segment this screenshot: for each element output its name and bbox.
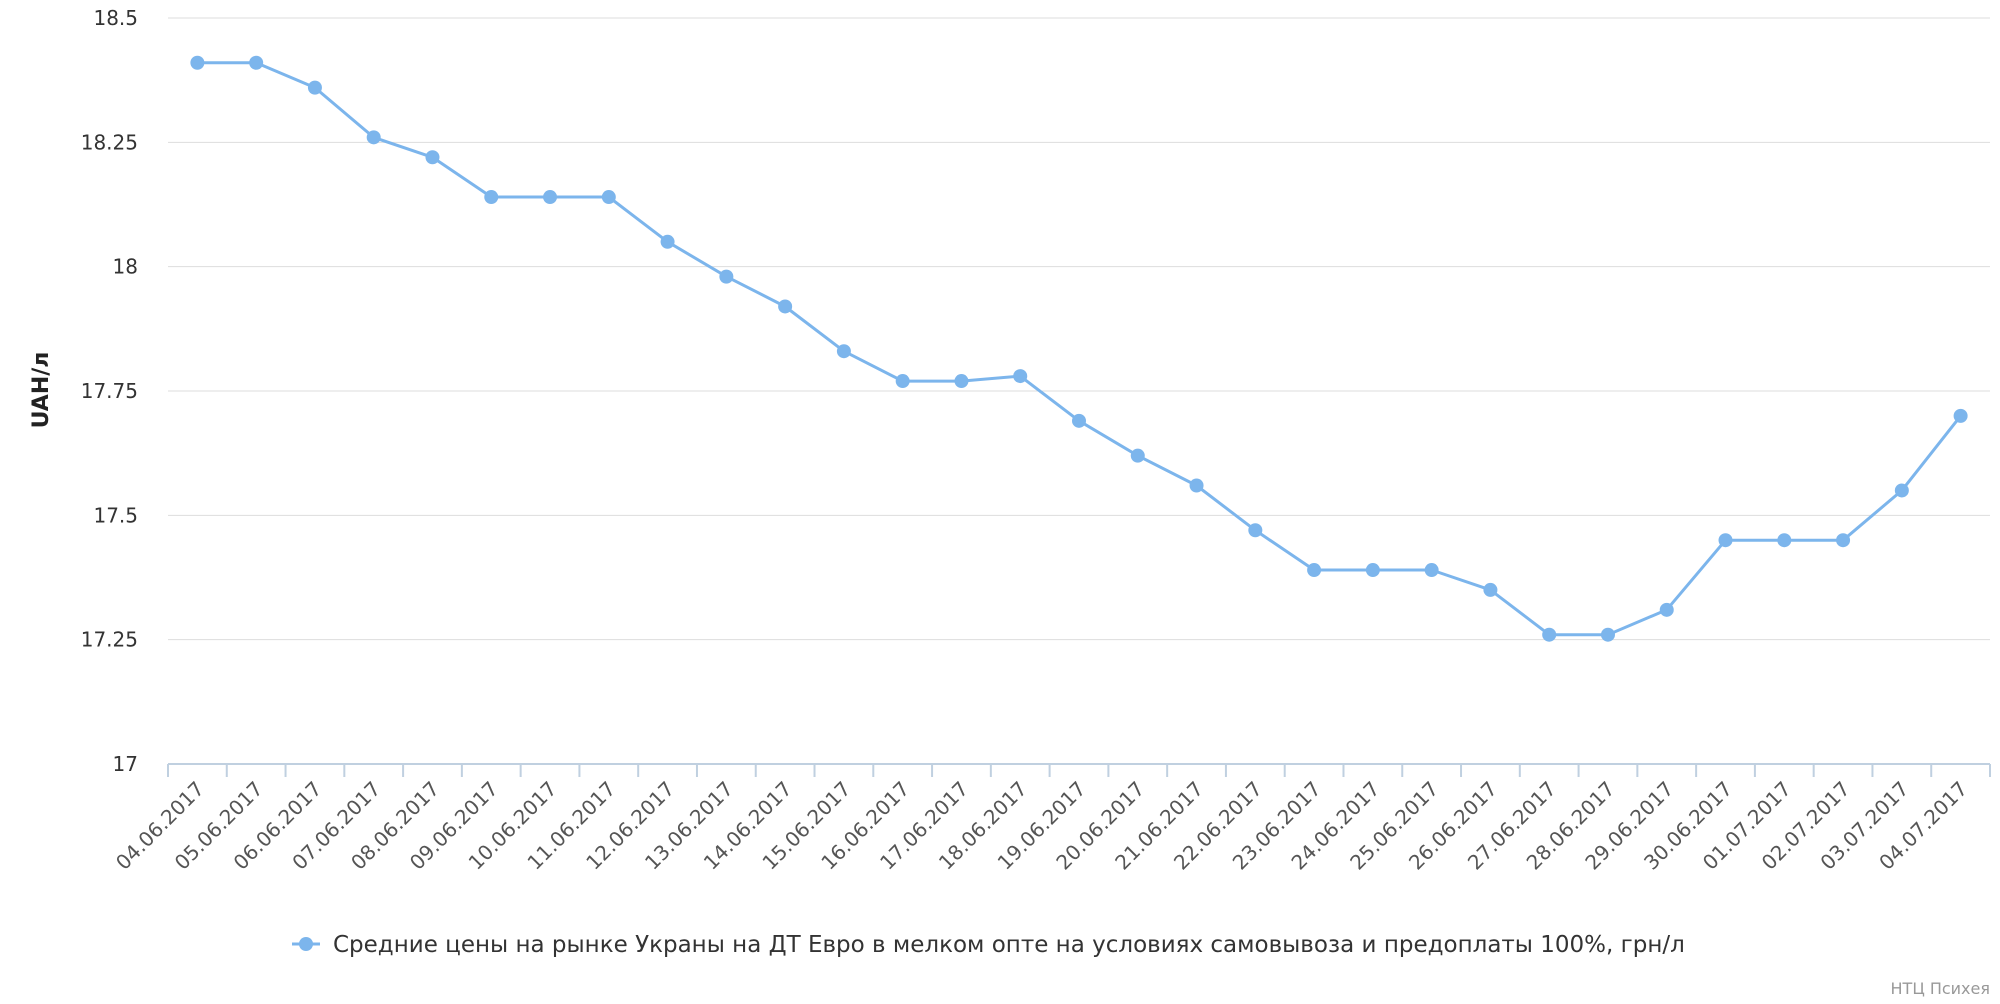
series-line xyxy=(195,61,1963,637)
data-point[interactable] xyxy=(1600,627,1615,642)
data-point[interactable] xyxy=(1189,478,1204,493)
data-point[interactable] xyxy=(895,374,910,389)
data-point[interactable] xyxy=(1836,533,1851,548)
data-point[interactable] xyxy=(543,190,558,205)
data-point[interactable] xyxy=(307,80,322,95)
data-point[interactable] xyxy=(1894,483,1909,498)
data-point[interactable] xyxy=(484,190,499,205)
legend-point-marker xyxy=(299,937,313,951)
data-point[interactable] xyxy=(601,190,616,205)
series-layer xyxy=(190,55,1968,642)
data-point[interactable] xyxy=(1777,533,1792,548)
data-point[interactable] xyxy=(1718,533,1733,548)
data-point[interactable] xyxy=(1424,563,1439,578)
y-tick-label: 18 xyxy=(113,255,138,279)
y-tick-label: 17.25 xyxy=(81,628,138,652)
data-point[interactable] xyxy=(249,55,264,70)
data-point[interactable] xyxy=(1013,369,1028,384)
data-point[interactable] xyxy=(1307,563,1322,578)
y-tick-label: 17 xyxy=(113,752,138,776)
data-point[interactable] xyxy=(1248,523,1263,538)
data-point[interactable] xyxy=(836,344,851,359)
data-point[interactable] xyxy=(1365,563,1380,578)
data-point[interactable] xyxy=(366,130,381,145)
data-point[interactable] xyxy=(1659,602,1674,617)
data-point[interactable] xyxy=(954,374,969,389)
data-point[interactable] xyxy=(1130,448,1145,463)
y-tick-label: 17.5 xyxy=(93,503,138,527)
data-point[interactable] xyxy=(1953,408,1968,423)
y-tick-label: 18.25 xyxy=(81,130,138,154)
data-point[interactable] xyxy=(1542,627,1557,642)
chart-credit[interactable]: НТЦ Психея xyxy=(1891,979,1990,998)
data-point[interactable] xyxy=(719,269,734,284)
y-axis-title: UAH/л xyxy=(29,352,54,429)
grid-layer xyxy=(168,17,1990,641)
label-layer: UAH/л xyxy=(29,352,54,429)
legend[interactable]: Средние цены на рынке Украны на ДТ Евро … xyxy=(292,932,1685,958)
legend-series-label: Средние цены на рынке Украны на ДТ Евро … xyxy=(333,932,1685,958)
data-point[interactable] xyxy=(1483,582,1498,597)
y-tick-label: 18.5 xyxy=(93,6,138,30)
data-point[interactable] xyxy=(660,234,675,249)
data-point[interactable] xyxy=(190,55,205,70)
data-point[interactable] xyxy=(425,150,440,165)
data-point[interactable] xyxy=(778,299,793,314)
data-point[interactable] xyxy=(1072,413,1086,428)
y-tick-label: 17.75 xyxy=(81,379,138,403)
